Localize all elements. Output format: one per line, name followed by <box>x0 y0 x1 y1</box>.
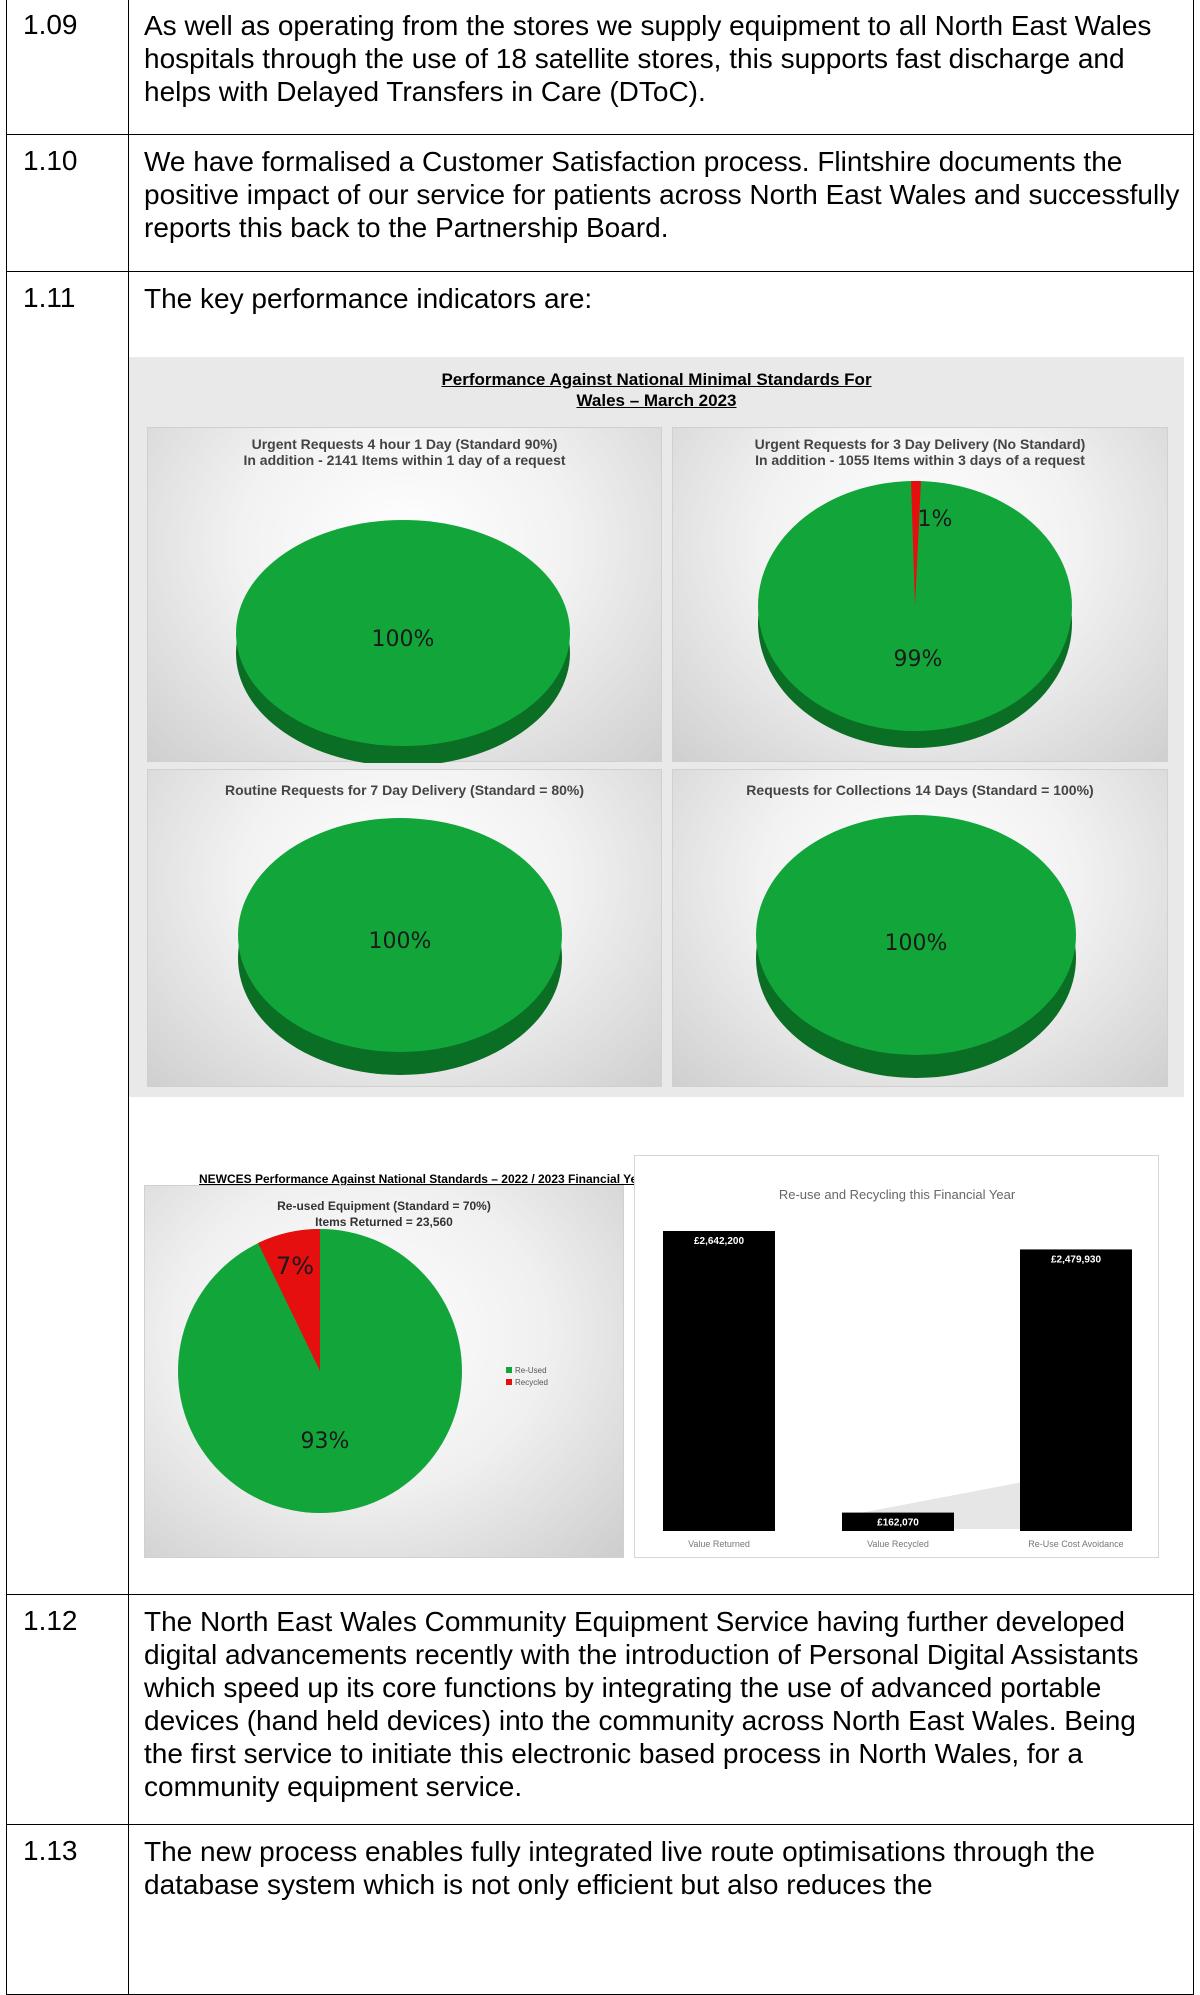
row-1-12: 1.12 The North East Wales Community Equi… <box>6 1594 1194 1825</box>
pie-slice-0 <box>236 520 570 746</box>
bar-value-label-2: £2,479,930 <box>1051 1254 1101 1265</box>
kpi-cell: The key performance indicators are: Perf… <box>128 271 1194 1595</box>
bar-value-label-1: £162,070 <box>877 1518 919 1529</box>
row-number: 1.12 <box>6 1594 129 1825</box>
pie-chart: 100% <box>756 815 1076 1078</box>
pie-slice-0 <box>756 815 1076 1055</box>
document-table: 1.09 As well as operating from the store… <box>6 0 1194 1995</box>
pie-chart: 1% 99% <box>758 481 1072 748</box>
row-text: We have formalised a Customer Satisfacti… <box>128 134 1194 272</box>
row-text: The new process enables fully integrated… <box>128 1824 1194 1995</box>
pie-label-0: 100% <box>885 931 948 956</box>
pie-label-0: 99% <box>894 647 943 672</box>
row-text: As well as operating from the stores we … <box>128 0 1194 135</box>
chart-title: Re-use and Recycling this Financial Year <box>779 1187 1016 1202</box>
bar-chart-reuse-recycling: Re-use and Recycling this Financial Year… <box>634 1155 1159 1558</box>
pie-slice-0 <box>238 818 562 1052</box>
chart-title: Routine Requests for 7 Day Delivery (Sta… <box>224 782 585 798</box>
bar-2 <box>1020 1249 1132 1531</box>
kpi-figure: Performance Against National Minimal Sta… <box>129 357 1184 1097</box>
row-text: The key performance indicators are: <box>144 283 593 314</box>
row-number: 1.13 <box>6 1824 129 1995</box>
legend-swatch-recycled <box>506 1379 512 1385</box>
chart-title: Urgent Requests for 3 Day Delivery (No S… <box>754 436 1086 452</box>
row-number: 1.11 <box>6 271 129 1595</box>
bar-value-label-0: £2,642,200 <box>694 1236 744 1247</box>
figure-title: Performance Against National Minimal Sta… <box>441 370 872 410</box>
pie-slice-1 <box>258 1228 320 1371</box>
chart-panel-collections-14day: Requests for Collections 14 Days (Standa… <box>672 769 1168 1087</box>
bottom-caption: NEWCES Performance Against National Stan… <box>199 1172 653 1186</box>
chart-panel-urgent-3day: Urgent Requests for 3 Day Delivery (No S… <box>672 427 1168 762</box>
legend-label-reused: Re-Used <box>515 1366 547 1375</box>
bar-category-label-0: Value Returned <box>688 1539 750 1549</box>
chart-subtitle: In addition - 1055 Items within 3 days o… <box>755 452 1085 468</box>
row-number: 1.09 <box>6 0 129 135</box>
bar-0 <box>663 1231 775 1531</box>
pie-chart: 100% <box>236 520 570 763</box>
bar-chart-svg: Re-use and Recycling this Financial Year… <box>663 1187 1132 1549</box>
bar-category-label-2: Re-Use Cost Avoidance <box>1028 1539 1123 1549</box>
row-number: 1.10 <box>6 134 129 272</box>
bar-1 <box>842 1512 954 1531</box>
chart-panel-routine-7day: Routine Requests for 7 Day Delivery (Sta… <box>147 769 662 1087</box>
row-1-10: 1.10 We have formalised a Customer Satis… <box>6 134 1194 272</box>
chart-panel-urgent-1day: Urgent Requests 4 hour 1 Day (Standard 9… <box>147 427 662 763</box>
chart-title: Requests for Collections 14 Days (Standa… <box>746 782 1094 798</box>
row-text: The North East Wales Community Equipment… <box>128 1594 1194 1825</box>
bar-category-label-1: Value Recycled <box>867 1539 929 1549</box>
pie-slice-1 <box>911 481 921 606</box>
pie-label-1: 1% <box>918 507 953 532</box>
pie-label-1: 7% <box>276 1252 314 1280</box>
chart-title: Re-used Equipment (Standard = 70%) <box>277 1199 491 1213</box>
pie-label-0: 93% <box>301 1429 350 1454</box>
chart-panel-reused: Re-used Equipment (Standard = 70%) Items… <box>144 1185 624 1558</box>
row-1-13: 1.13 The new process enables fully integ… <box>6 1824 1194 1995</box>
chart-title: Urgent Requests 4 hour 1 Day (Standard 9… <box>251 436 558 452</box>
pie-chart: 7% 93% Re-Used Recycled <box>178 1228 548 1513</box>
legend-swatch-reused <box>506 1367 512 1373</box>
pie-chart: 100% <box>238 818 562 1075</box>
row-1-09: 1.09 As well as operating from the store… <box>6 0 1194 135</box>
chart-subtitle: Items Returned = 23,560 <box>315 1215 453 1229</box>
row-1-11: 1.11 The key performance indicators are:… <box>6 271 1194 1595</box>
chart-subtitle: In addition - 2141 Items within 1 day of… <box>243 452 566 468</box>
pie-label-0: 100% <box>372 627 435 652</box>
legend-label-recycled: Recycled <box>515 1378 548 1387</box>
pie-label-0: 100% <box>369 929 432 954</box>
